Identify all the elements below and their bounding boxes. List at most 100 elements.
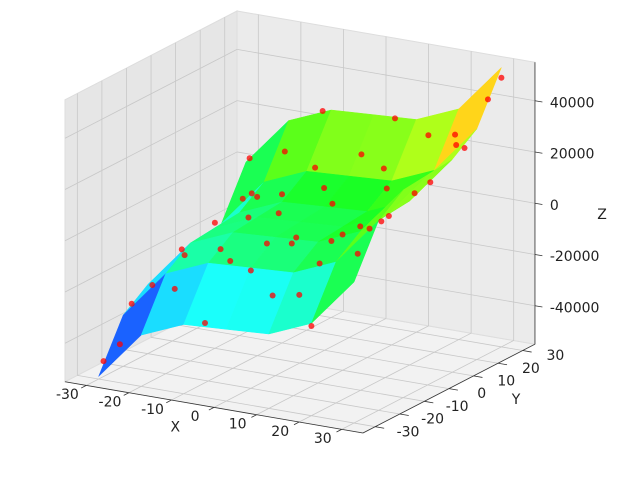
point bbox=[296, 291, 303, 298]
y-tick-label: -10 bbox=[446, 399, 469, 415]
point bbox=[366, 225, 373, 232]
point bbox=[281, 148, 288, 155]
y-tick-label: 30 bbox=[547, 348, 565, 364]
tick-mark bbox=[534, 305, 543, 308]
point bbox=[329, 200, 336, 207]
tick-mark bbox=[375, 426, 385, 429]
tick-mark bbox=[293, 421, 300, 426]
point bbox=[288, 240, 295, 247]
point bbox=[308, 322, 315, 329]
point bbox=[427, 179, 434, 186]
x-tick-label: -20 bbox=[99, 395, 122, 411]
grid-line bbox=[101, 362, 400, 415]
x-tick-label: 10 bbox=[229, 416, 247, 432]
point bbox=[319, 108, 326, 115]
tick-mark bbox=[80, 385, 87, 389]
point bbox=[149, 282, 156, 289]
y-axis bbox=[362, 343, 536, 434]
tick-mark bbox=[498, 362, 508, 366]
point bbox=[321, 184, 328, 191]
point bbox=[181, 252, 188, 259]
tick-mark bbox=[534, 100, 543, 103]
point bbox=[383, 185, 390, 192]
point bbox=[217, 246, 224, 253]
point bbox=[391, 115, 398, 122]
grid-line bbox=[126, 349, 425, 402]
point bbox=[316, 260, 323, 267]
tick-mark bbox=[208, 407, 215, 411]
x-tick-label: 20 bbox=[271, 424, 289, 440]
y-axis-label: Y bbox=[511, 392, 521, 408]
point bbox=[211, 219, 218, 226]
point bbox=[380, 165, 387, 172]
point bbox=[202, 320, 209, 327]
x-axis bbox=[64, 381, 364, 434]
grid-line bbox=[150, 336, 450, 389]
tick-mark bbox=[473, 375, 483, 378]
point bbox=[246, 155, 253, 162]
tick-mark bbox=[534, 202, 543, 205]
point bbox=[247, 267, 254, 274]
y-tick-label: 20 bbox=[522, 361, 540, 377]
tick-mark bbox=[251, 414, 257, 418]
point bbox=[171, 285, 178, 292]
tick-mark bbox=[522, 350, 532, 353]
z-tick-label: -20000 bbox=[550, 249, 600, 265]
tick-mark bbox=[534, 151, 543, 154]
point bbox=[178, 246, 185, 253]
z-tick-label: 0 bbox=[550, 198, 559, 214]
point bbox=[239, 195, 246, 202]
point bbox=[453, 142, 460, 149]
point bbox=[279, 191, 286, 198]
grid-line bbox=[64, 49, 238, 139]
point bbox=[275, 210, 282, 217]
point bbox=[248, 190, 255, 197]
grid-line bbox=[64, 151, 238, 242]
grid-line bbox=[175, 324, 474, 377]
point bbox=[227, 257, 234, 264]
point bbox=[378, 218, 385, 225]
x-tick-label: -30 bbox=[56, 387, 79, 403]
point bbox=[293, 234, 300, 241]
y-tick-label: -30 bbox=[397, 424, 420, 440]
tick-mark bbox=[399, 413, 409, 416]
point bbox=[339, 231, 346, 238]
y-tick-label: 0 bbox=[477, 386, 486, 402]
point bbox=[452, 131, 459, 138]
z-axis-label: Z bbox=[597, 207, 607, 223]
x-axis-label: X bbox=[171, 419, 181, 435]
point bbox=[328, 237, 335, 244]
z-tick-label: -40000 bbox=[550, 300, 600, 316]
tick-mark bbox=[448, 388, 458, 391]
point bbox=[385, 213, 392, 220]
point bbox=[128, 300, 135, 307]
x-tick-label: -10 bbox=[141, 402, 164, 418]
point bbox=[498, 74, 505, 81]
point bbox=[245, 214, 252, 221]
point bbox=[263, 240, 270, 247]
point bbox=[116, 341, 123, 348]
point bbox=[484, 96, 491, 103]
grid-line bbox=[77, 374, 376, 428]
point bbox=[461, 145, 468, 152]
point bbox=[354, 250, 361, 257]
z-tick-label: 40000 bbox=[550, 95, 595, 111]
x-tick-label: 30 bbox=[314, 431, 332, 447]
y-tick-label: 10 bbox=[497, 374, 515, 390]
z-tick-label: 20000 bbox=[550, 147, 595, 163]
grid-line bbox=[64, 100, 238, 190]
x-tick-label: 0 bbox=[191, 409, 200, 425]
tick-mark bbox=[424, 400, 434, 404]
point bbox=[358, 151, 365, 158]
tick-mark bbox=[534, 254, 543, 257]
tick-mark bbox=[336, 429, 342, 433]
grid-line bbox=[64, 202, 238, 293]
point bbox=[357, 223, 364, 230]
point bbox=[411, 190, 418, 197]
point bbox=[254, 193, 261, 200]
point bbox=[100, 358, 107, 365]
point bbox=[425, 132, 432, 139]
tick-mark bbox=[123, 392, 130, 396]
tick-mark bbox=[166, 399, 172, 404]
